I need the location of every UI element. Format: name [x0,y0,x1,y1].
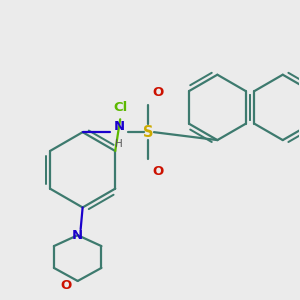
Text: S: S [143,125,153,140]
Text: H: H [116,139,123,149]
Text: O: O [60,279,71,292]
Text: Cl: Cl [113,101,127,114]
Text: O: O [152,86,164,99]
Text: O: O [152,165,164,178]
Text: N: N [114,120,125,133]
Text: N: N [72,229,83,242]
